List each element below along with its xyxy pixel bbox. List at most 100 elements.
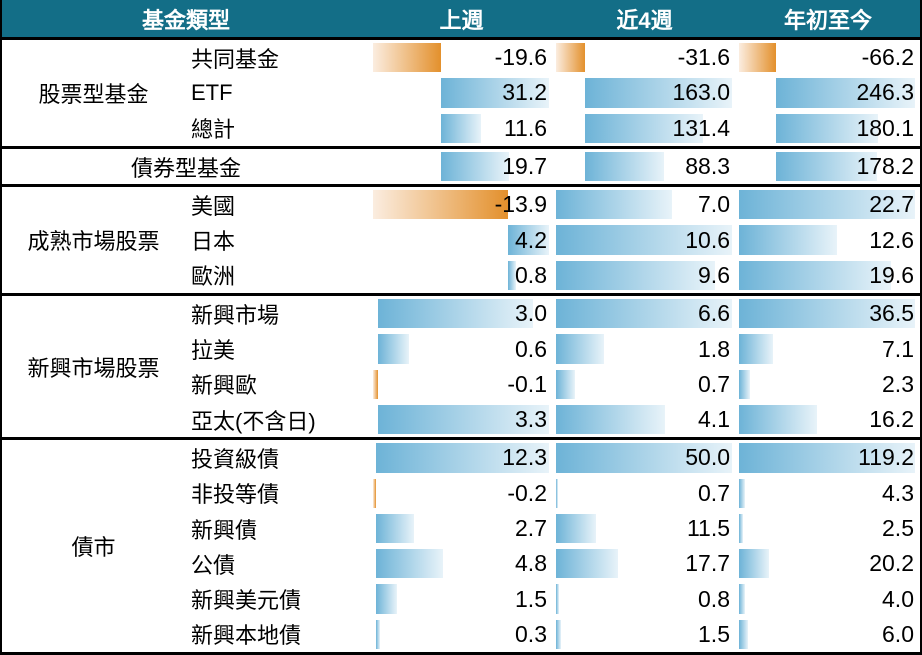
positive-data-bar: [375, 513, 414, 544]
value-label: 0.7: [698, 479, 730, 506]
negative-data-bar: [556, 43, 585, 73]
value-cell: -19.6: [370, 40, 553, 75]
value-label: 19.6: [869, 261, 914, 288]
positive-data-bar: [556, 334, 604, 364]
value-label: 6.0: [882, 620, 914, 647]
value-cell: 4.1: [553, 402, 736, 437]
positive-data-bar: [776, 151, 877, 182]
positive-data-bar: [556, 225, 732, 255]
group-label: 債券型基金: [130, 155, 241, 181]
positive-data-bar: [556, 619, 562, 650]
positive-data-bar: [739, 225, 837, 255]
value-label: 19.7: [502, 153, 547, 180]
value-label: 0.3: [515, 620, 547, 647]
value-cell: 246.3: [736, 75, 920, 110]
value-label: 0.7: [698, 370, 730, 397]
row-label: 拉美: [191, 338, 236, 364]
value-label: 0.8: [515, 261, 547, 288]
value-cell: 163.0: [553, 75, 736, 110]
value-cell: 4.3: [736, 476, 920, 511]
value-label: 131.4: [672, 114, 730, 141]
row-label: 非投等債: [191, 482, 280, 508]
group-label: 債市: [71, 535, 116, 561]
value-label: 4.0: [882, 585, 914, 612]
value-cell: 22.7: [736, 187, 920, 222]
value-label: 119.2: [858, 444, 914, 471]
group-label: 成熟市場股票: [27, 229, 160, 255]
value-cell: 0.8: [370, 258, 553, 293]
value-cell: 6.6: [553, 296, 736, 331]
value-label: 12.3: [502, 444, 547, 471]
value-cell: 1.5: [553, 617, 736, 652]
value-cell: 12.6: [736, 222, 920, 257]
value-label: 1.5: [515, 585, 547, 612]
table-row: 新興本地債 0.3 1.5 6.0: [185, 617, 920, 652]
value-cell: 0.6: [370, 331, 553, 366]
value-label: 7.1: [882, 335, 914, 362]
value-cell: 7.1: [736, 331, 920, 366]
positive-data-bar: [739, 513, 743, 544]
value-label: 3.0: [515, 300, 547, 327]
value-cell: 4.0: [736, 581, 920, 616]
value-label: 6.6: [698, 300, 730, 327]
positive-data-bar: [584, 151, 665, 182]
table-row: 共同基金 -19.6 -31.6 -66.2: [185, 40, 920, 75]
table-row: 拉美 0.6 1.8 7.1: [185, 331, 920, 366]
value-label: 10.6: [685, 226, 730, 253]
value-label: -0.1: [507, 370, 547, 397]
value-label: 2.7: [515, 515, 547, 541]
positive-data-bar: [556, 478, 559, 508]
positive-data-bar: [556, 584, 559, 614]
header-fund-type: 基金類型: [141, 7, 230, 33]
value-cell: 6.0: [736, 617, 920, 652]
header-4-weeks: 近4週: [616, 7, 673, 33]
value-label: 88.3: [685, 153, 730, 180]
value-cell: 3.3: [370, 402, 553, 437]
positive-data-bar: [739, 443, 915, 473]
value-label: 1.8: [698, 335, 730, 362]
value-cell: 1.8: [553, 331, 736, 366]
group-4: 債市 投資級債 12.3 50.0 119.2 非投等債 -0.2 0.7 4.3 新興債 2.7 1…: [2, 440, 920, 652]
table-row: 歐洲 0.8 9.6 19.6: [185, 258, 920, 293]
value-cell: 50.0: [553, 440, 736, 475]
negative-data-bar: [373, 43, 441, 73]
table-row: 新興歐 -0.1 0.7 2.3: [185, 367, 920, 402]
value-cell: 36.5: [736, 296, 920, 331]
value-label: 11.5: [686, 515, 730, 541]
value-label: 9.6: [698, 261, 730, 288]
value-label: 36.5: [869, 300, 914, 327]
value-label: 180.1: [856, 114, 914, 141]
positive-data-bar: [556, 260, 716, 291]
value-cell: 11.6: [370, 111, 553, 146]
value-label: 163.0: [672, 79, 730, 106]
value-cell: 0.3: [370, 617, 553, 652]
value-label: -19.6: [494, 44, 547, 71]
row-label: 投資級債: [191, 446, 280, 472]
value-cell: 3.0: [370, 296, 553, 331]
value-cell: -0.1: [370, 367, 553, 402]
row-label: 總計: [191, 117, 236, 143]
table-row: ETF 31.2 163.0 246.3: [185, 75, 920, 110]
value-label: 2.3: [882, 370, 914, 397]
row-label: 新興市場: [191, 302, 280, 328]
positive-data-bar: [440, 151, 510, 182]
value-label: 3.3: [515, 406, 547, 433]
value-cell: 88.3: [553, 149, 736, 184]
positive-data-bar: [739, 549, 769, 579]
value-label: -13.9: [494, 191, 547, 218]
positive-data-bar: [378, 404, 549, 435]
value-cell: 10.6: [553, 222, 736, 257]
value-cell: 31.2: [370, 75, 553, 110]
row-label: 亞太(不含日): [191, 408, 316, 434]
value-cell: 2.3: [736, 367, 920, 402]
value-label: -31.6: [677, 44, 730, 71]
positive-data-bar: [739, 404, 818, 435]
value-label: 0.8: [698, 585, 730, 612]
table-row: 日本 4.2 10.6 12.6: [185, 222, 920, 257]
value-label: 246.3: [856, 79, 914, 106]
positive-data-bar: [556, 404, 666, 435]
positive-data-bar: [776, 113, 878, 143]
positive-data-bar: [440, 113, 482, 143]
value-cell: 1.5: [370, 581, 553, 616]
